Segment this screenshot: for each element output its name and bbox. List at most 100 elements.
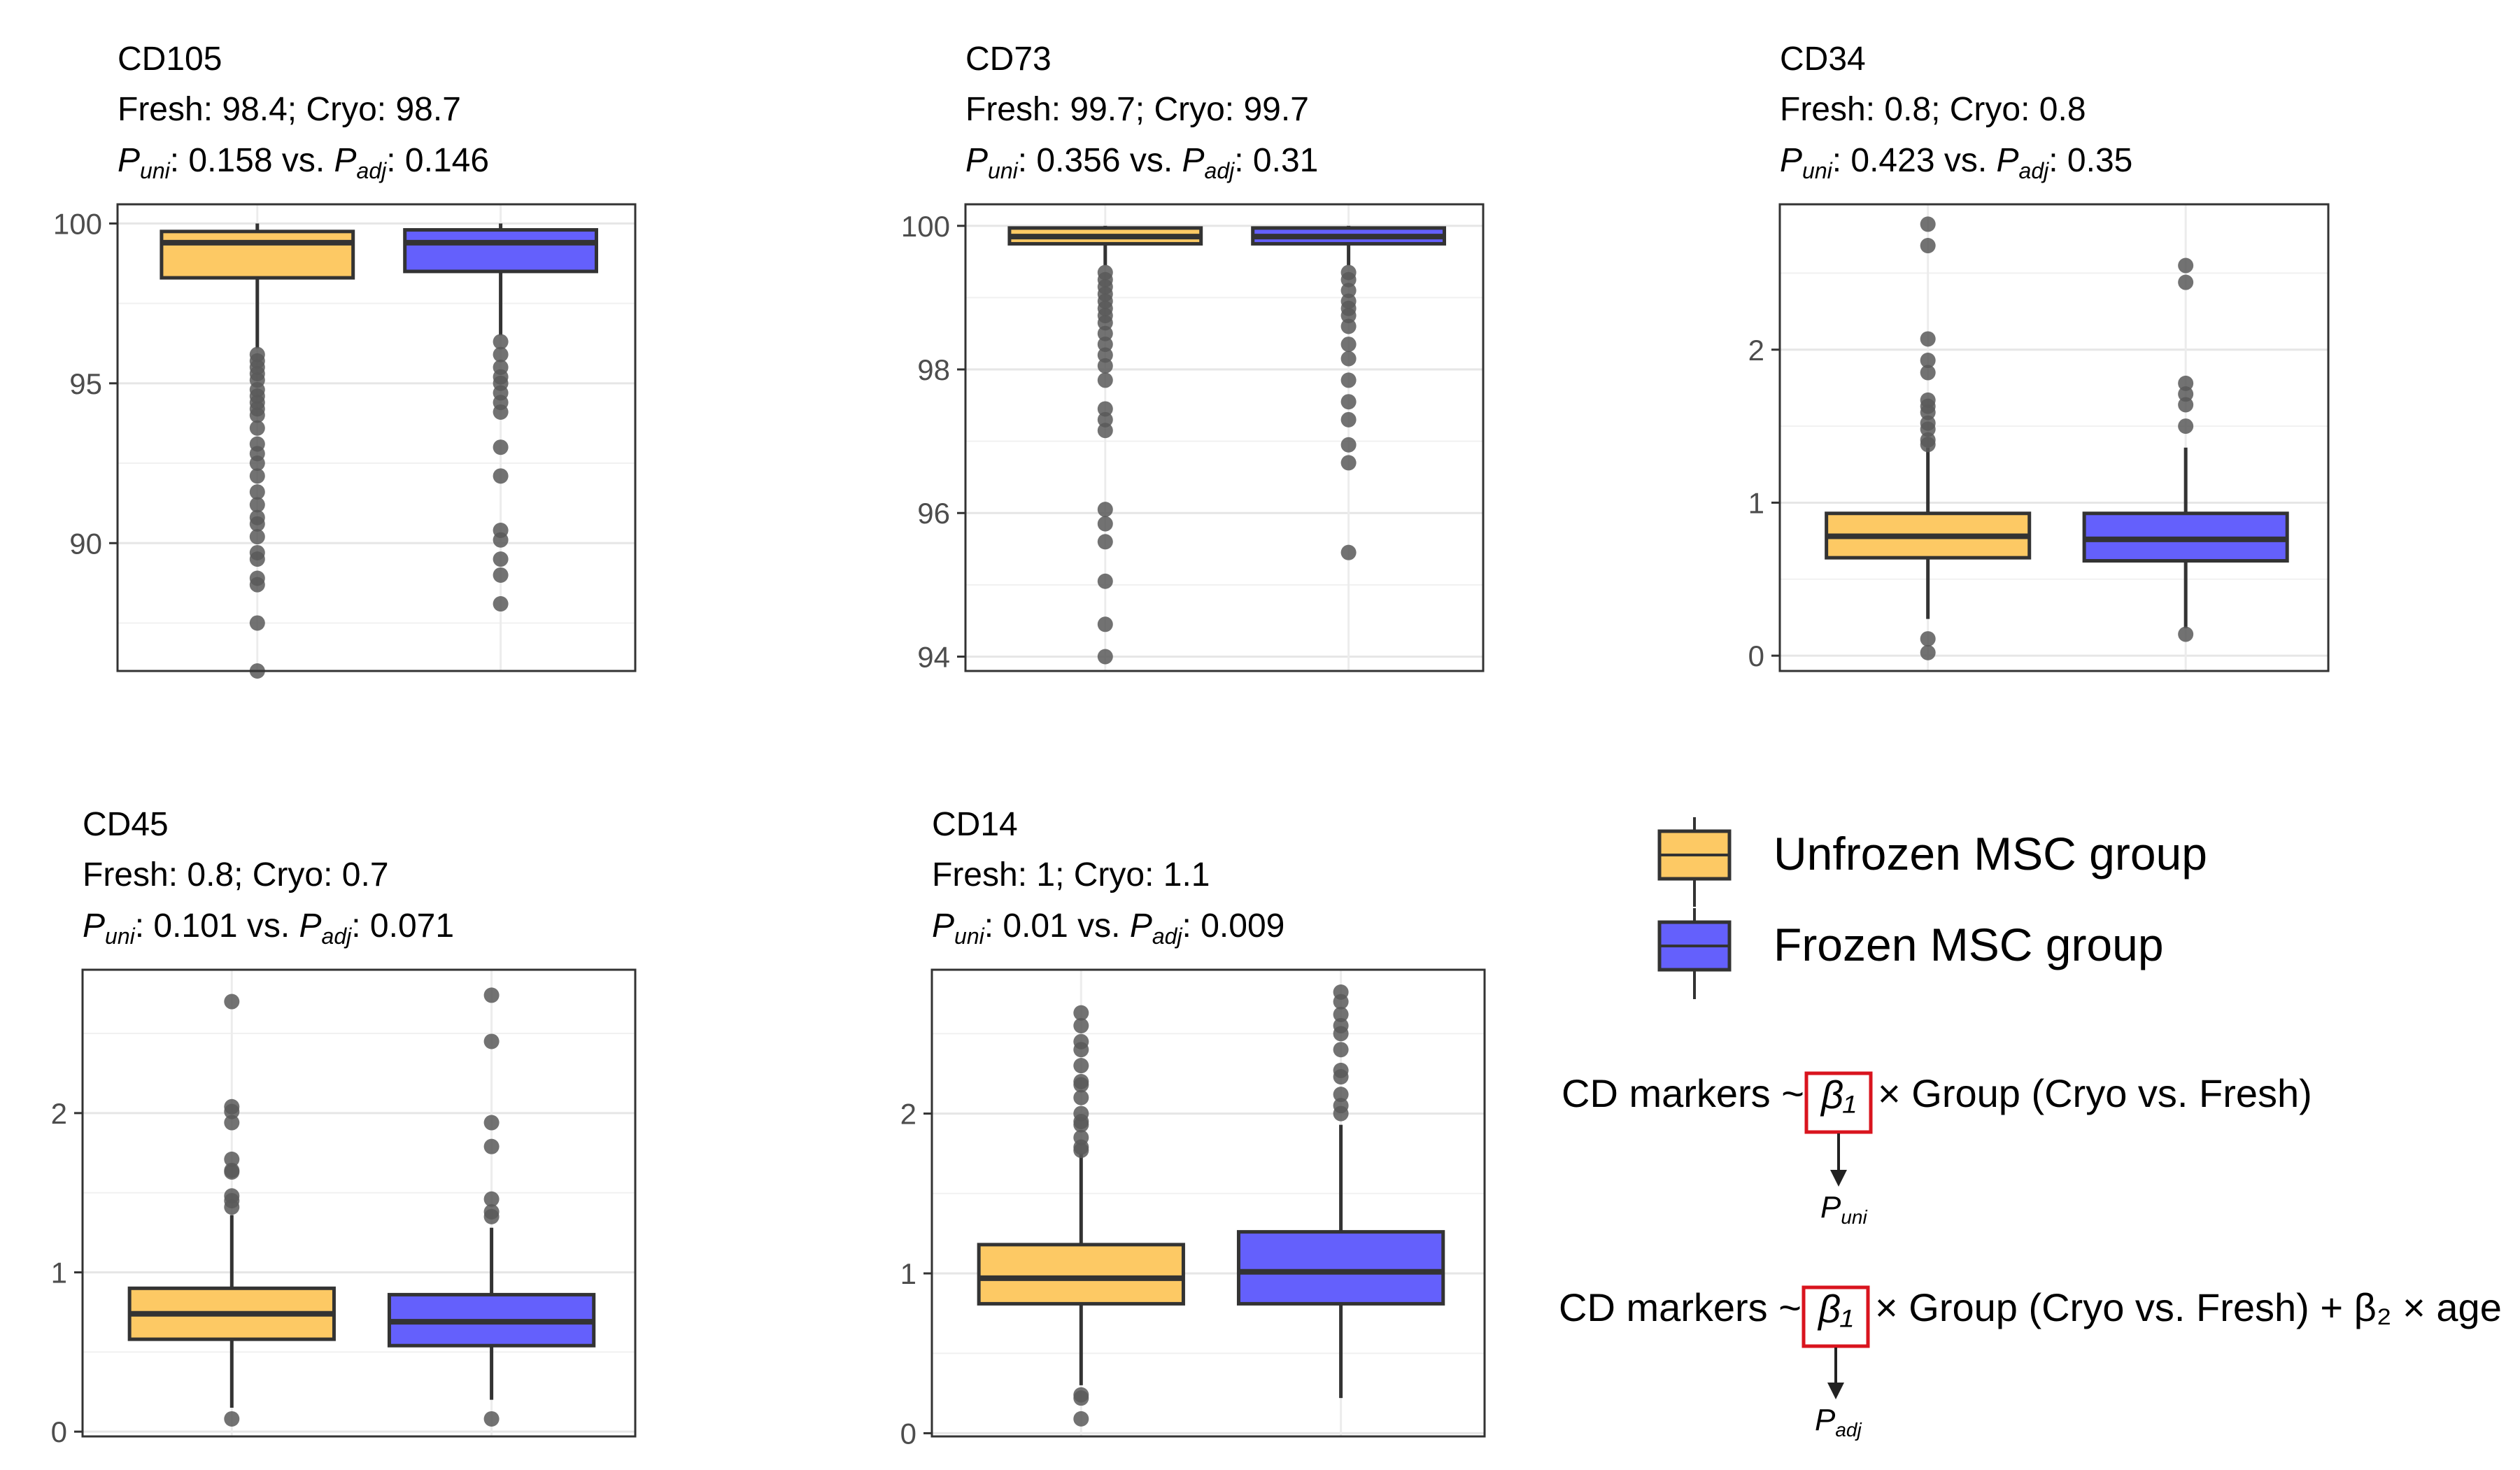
outlier-point bbox=[1073, 1117, 1089, 1133]
outlier-point bbox=[1073, 1017, 1089, 1033]
outlier-point bbox=[483, 1191, 500, 1207]
outlier-point bbox=[1340, 437, 1357, 453]
y-tick-label: 100 bbox=[53, 207, 102, 240]
outlier-point bbox=[249, 468, 265, 484]
panel-border bbox=[930, 968, 1486, 1438]
y-tick-label: 0 bbox=[900, 1417, 916, 1450]
outlier-point bbox=[224, 1199, 240, 1215]
boxplot-panel-cd105: CD105 Fresh: 98.4; Cryo: 98.7 Puni: 0.158 … bbox=[53, 41, 637, 679]
outlier-point bbox=[1097, 423, 1113, 439]
outlier-point bbox=[1073, 1058, 1089, 1074]
outlier-point bbox=[249, 407, 265, 423]
outlier-point bbox=[1920, 331, 1936, 347]
outlier-point bbox=[1097, 502, 1113, 518]
equation-adjusted: CD markers ~ β₁ × Group (Cryo vs. Fresh)… bbox=[1559, 1285, 2502, 1441]
equation-prefix: CD markers ~ bbox=[1559, 1285, 1801, 1329]
y-tick-label: 1 bbox=[51, 1257, 67, 1289]
outlier-point bbox=[249, 516, 265, 532]
outlier-point bbox=[2178, 375, 2194, 391]
legend-item-frozen: Frozen MSC group bbox=[1657, 908, 2164, 999]
box-fresh bbox=[127, 994, 336, 1427]
outlier-point bbox=[1097, 358, 1113, 374]
outlier-point bbox=[1340, 308, 1357, 324]
outlier-point bbox=[483, 1208, 500, 1224]
legend-item-unfrozen: Unfrozen MSC group bbox=[1657, 817, 2207, 907]
y-tick-label: 1 bbox=[1748, 486, 1764, 519]
outlier-point bbox=[249, 484, 265, 500]
equation-prefix: CD markers ~ bbox=[1562, 1071, 1804, 1115]
outlier-point bbox=[1920, 353, 1936, 369]
iqr-box bbox=[1236, 1230, 1445, 1306]
outlier-point bbox=[249, 529, 265, 545]
panel-border bbox=[116, 203, 637, 672]
outlier-point bbox=[1333, 1069, 1349, 1085]
outlier-point bbox=[1340, 337, 1357, 353]
y-tick-label: 0 bbox=[51, 1415, 67, 1448]
box-fresh bbox=[977, 1005, 1185, 1427]
outlier-point bbox=[249, 420, 265, 436]
arrow-down-icon bbox=[1830, 1170, 1847, 1187]
box-fresh bbox=[1007, 225, 1203, 665]
outlier-point bbox=[1340, 394, 1357, 410]
outlier-point bbox=[224, 994, 240, 1010]
panel-summary: Fresh: 98.4; Cryo: 98.7 bbox=[118, 91, 461, 128]
outlier-point bbox=[1097, 649, 1113, 665]
outlier-point bbox=[493, 334, 509, 350]
y-tick-label: 2 bbox=[900, 1098, 916, 1131]
outlier-point bbox=[1073, 1077, 1089, 1093]
arrow-down-icon bbox=[1827, 1383, 1844, 1399]
outlier-point bbox=[1097, 401, 1113, 417]
outlier-point bbox=[1097, 616, 1113, 632]
outlier-point bbox=[493, 532, 509, 548]
equation-result-label: Puni bbox=[1820, 1190, 1868, 1228]
iqr-box bbox=[403, 228, 598, 274]
y-tick-label: 2 bbox=[51, 1097, 67, 1130]
panel-p-values: Puni: 0.423 vs. Padj: 0.35 bbox=[1780, 142, 2132, 183]
outlier-point bbox=[1097, 372, 1113, 388]
box-fresh bbox=[1825, 216, 2032, 660]
legend-label-frozen: Frozen MSC group bbox=[1774, 919, 2164, 970]
coefficient-highlight-box bbox=[1801, 1285, 1870, 1348]
panel-title: CD73 bbox=[965, 41, 1052, 78]
boxplot-panel-cd45: CD45 Fresh: 0.8; Cryo: 0.7 Puni: 0.101 vs.… bbox=[51, 806, 637, 1448]
box-cryo bbox=[2082, 257, 2289, 642]
outlier-point bbox=[2178, 626, 2194, 642]
outlier-point bbox=[2178, 274, 2194, 290]
outlier-point bbox=[2178, 397, 2194, 413]
y-tick-label: 98 bbox=[917, 353, 950, 386]
outlier-point bbox=[493, 439, 509, 455]
outlier-point bbox=[1073, 1089, 1089, 1105]
y-tick-label: 100 bbox=[901, 210, 950, 243]
outlier-point bbox=[1097, 516, 1113, 532]
panel-summary: Fresh: 0.8; Cryo: 0.7 bbox=[83, 856, 389, 893]
outlier-point bbox=[249, 577, 265, 593]
y-tick-label: 0 bbox=[1748, 639, 1764, 672]
outlier-point bbox=[1097, 411, 1113, 427]
outlier-point bbox=[1097, 347, 1113, 363]
panel-summary: Fresh: 99.7; Cryo: 99.7 bbox=[965, 91, 1309, 128]
outlier-point bbox=[493, 404, 509, 420]
panel-title: CD14 bbox=[932, 806, 1018, 843]
equation-coefficient: β₁ bbox=[1820, 1073, 1856, 1117]
box-cryo bbox=[403, 223, 598, 612]
equation-coefficient: β₁ bbox=[1817, 1287, 1853, 1331]
outlier-point bbox=[1097, 337, 1113, 353]
outlier-point bbox=[1340, 318, 1357, 334]
outlier-point bbox=[1333, 994, 1349, 1010]
outlier-point bbox=[1333, 1042, 1349, 1058]
outlier-point bbox=[1073, 1042, 1089, 1058]
equation-univariate: CD markers ~ β₁ × Group (Cryo vs. Fresh)… bbox=[1562, 1071, 2312, 1228]
y-tick-label: 1 bbox=[900, 1257, 916, 1290]
outlier-point bbox=[1097, 534, 1113, 550]
outlier-point bbox=[2178, 257, 2194, 274]
outlier-point bbox=[249, 615, 265, 631]
panel-summary: Fresh: 1; Cryo: 1.1 bbox=[932, 856, 1210, 893]
outlier-point bbox=[483, 1411, 500, 1427]
outlier-point bbox=[1920, 421, 1936, 437]
outlier-point bbox=[1920, 437, 1936, 453]
panel-p-values: Puni: 0.01 vs. Padj: 0.009 bbox=[932, 907, 1284, 949]
outlier-point bbox=[493, 346, 509, 362]
iqr-box bbox=[160, 229, 355, 280]
outlier-point bbox=[1340, 283, 1357, 299]
y-tick-label: 94 bbox=[917, 640, 950, 673]
